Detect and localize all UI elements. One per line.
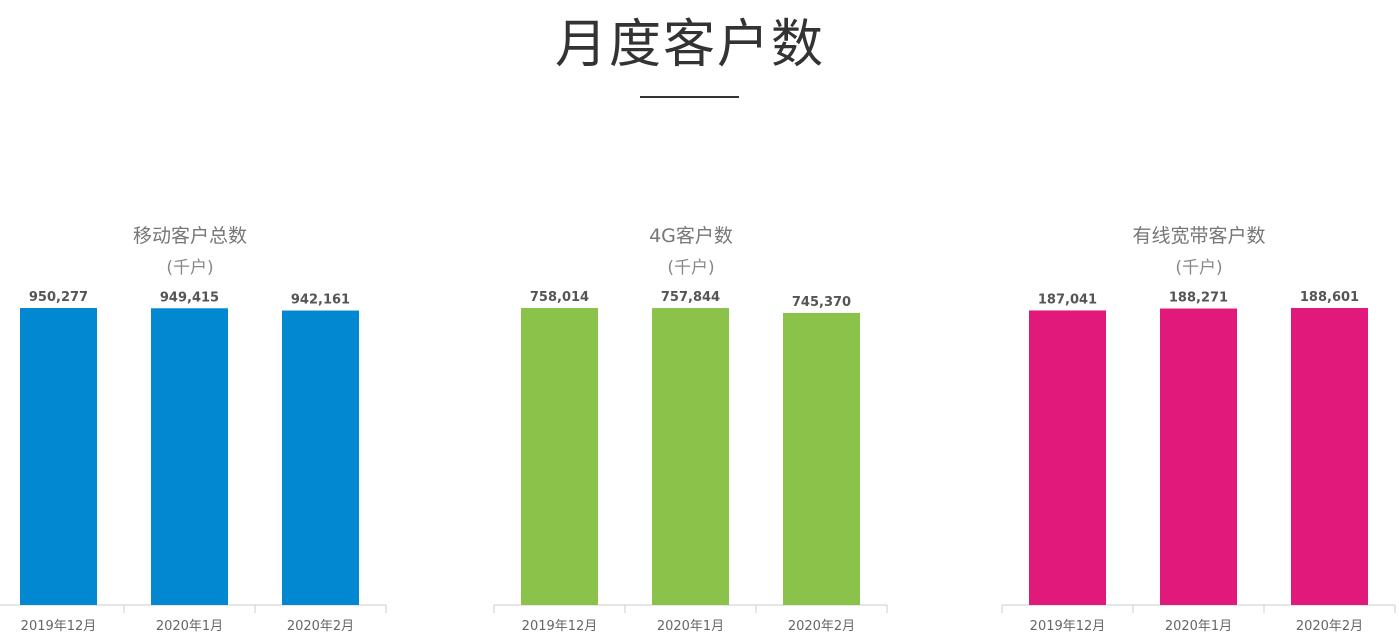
chart-title: 移动客户总数 <box>132 225 247 247</box>
bar <box>783 312 860 605</box>
x-tick-label: 2019年12月 <box>1030 619 1106 634</box>
data-label: 950,277 <box>29 290 88 305</box>
data-label: 188,601 <box>1300 290 1359 305</box>
chart-mobile-customers: 移动客户总数 (千户) 950,277 2019年12月 949,415 2020年1… <box>0 215 390 640</box>
bar <box>151 308 228 605</box>
data-label: 949,415 <box>160 290 219 305</box>
x-tick-label: 2020年2月 <box>287 619 354 634</box>
x-tick-label: 2020年1月 <box>1165 619 1232 634</box>
title-divider <box>640 96 739 98</box>
chart-unit: (千户) <box>667 258 715 278</box>
bar <box>1029 310 1106 605</box>
x-tick-label: 2020年2月 <box>1296 619 1363 634</box>
x-tick-label: 2020年1月 <box>156 619 223 634</box>
chart-svg: 758,014 2019年12月 757,844 2020年1月 745,370 2020… <box>493 290 888 634</box>
data-label: 745,370 <box>792 295 851 310</box>
x-tick-label: 2020年1月 <box>657 619 724 634</box>
chart-unit: (千户) <box>166 258 214 278</box>
chart-4g-customers: 4G客户数 (千户) 758,014 2019年12月 757,844 2020年1月… <box>491 215 891 640</box>
bar <box>652 308 729 605</box>
bar <box>1291 308 1368 605</box>
data-label: 757,844 <box>661 290 720 305</box>
chart-unit: (千户) <box>1175 258 1223 278</box>
chart-broadband-customers: 有线宽带客户数 (千户) 187,041 2019年12月 188,271 2020年… <box>999 215 1399 640</box>
data-label: 188,271 <box>1169 291 1228 306</box>
bar <box>20 308 97 605</box>
x-tick-label: 2019年12月 <box>21 619 97 634</box>
bar <box>282 310 359 605</box>
chart-svg: 187,041 2019年12月 188,271 2020年1月 188,601 2020… <box>1001 290 1396 634</box>
data-label: 942,161 <box>291 293 350 308</box>
page-title: 月度客户数 <box>554 15 825 75</box>
chart-title: 有线宽带客户数 <box>1132 225 1266 247</box>
data-label: 187,041 <box>1038 292 1097 307</box>
bar <box>521 308 598 605</box>
x-tick-label: 2020年2月 <box>788 619 855 634</box>
x-tick-label: 2019年12月 <box>522 619 598 634</box>
bar <box>1160 308 1237 605</box>
chart-title: 4G客户数 <box>649 225 733 247</box>
chart-svg: 950,277 2019年12月 949,415 2020年1月 942,161 2020… <box>0 290 387 634</box>
data-label: 758,014 <box>530 290 589 305</box>
